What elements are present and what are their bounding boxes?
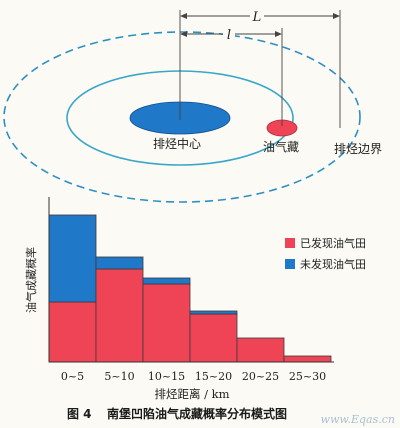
dimension-l-label-bg bbox=[223, 25, 235, 41]
x-tick-label-4: 20~25 bbox=[242, 370, 279, 383]
bar-discovered-4 bbox=[236, 337, 285, 363]
y-axis-label: 油气成藏概率 bbox=[24, 247, 38, 313]
dimension-L-left-arrow bbox=[180, 13, 187, 19]
caption-title: 南堡凹陷油气成藏概率分布模式图 bbox=[107, 406, 287, 421]
legend-swatch-discovered bbox=[285, 238, 295, 248]
x-tick-labels: 0~5 5~10 10~15 15~20 20~25 25~30 bbox=[61, 370, 326, 383]
legend: 已发现油气田 未发现油气田 bbox=[285, 236, 366, 271]
x-tick-label-0: 0~5 bbox=[61, 370, 84, 383]
dimension-l-label: l bbox=[227, 28, 231, 43]
bar-undiscovered-1 bbox=[95, 256, 144, 270]
hydrocarbon-expulsion-diagram: L l 排烃中心 油气藏 排烃边界 bbox=[3, 7, 382, 203]
x-axis-label: 排烃距离 / km bbox=[154, 387, 229, 401]
bar-discovered-1 bbox=[95, 268, 144, 363]
caption-figure-number: 图 4 bbox=[67, 407, 92, 421]
legend-label-undiscovered: 未发现油气田 bbox=[300, 257, 366, 271]
probability-histogram: 0~5 5~10 10~15 15~20 20~25 25~30 油气成藏概率 排烃距离 … bbox=[24, 197, 366, 401]
x-tick-label-1: 5~10 bbox=[104, 370, 134, 383]
bar-discovered-3 bbox=[189, 313, 238, 363]
figure-caption: 图 4 南堡凹陷油气成藏概率分布模式图 bbox=[67, 406, 287, 421]
dimension-L-right-arrow bbox=[333, 13, 340, 19]
expulsion-center-label: 排烃中心 bbox=[153, 136, 201, 151]
reservoir-label: 油气藏 bbox=[263, 139, 299, 154]
dimension-l-right-arrow bbox=[275, 31, 282, 37]
bar-undiscovered-2 bbox=[142, 277, 191, 285]
bar-undiscovered-0 bbox=[48, 214, 97, 303]
watermark: www.Eqas.cn bbox=[321, 413, 395, 426]
legend-swatch-undiscovered bbox=[285, 259, 295, 269]
x-tick-label-5: 25~30 bbox=[289, 370, 326, 383]
x-tick-label-2: 10~15 bbox=[148, 370, 185, 383]
histogram-bars bbox=[48, 214, 332, 363]
expulsion-boundary-ellipse bbox=[3, 31, 361, 203]
bar-discovered-0 bbox=[48, 301, 97, 363]
expulsion-boundary-label: 排烃边界 bbox=[334, 142, 382, 156]
legend-label-discovered: 已发现油气田 bbox=[300, 236, 366, 250]
dimension-L-label: L bbox=[252, 10, 262, 25]
dimension-L-label-bg bbox=[250, 7, 264, 23]
bar-undiscovered-3 bbox=[189, 310, 238, 315]
bar-discovered-5 bbox=[283, 355, 332, 363]
bar-discovered-2 bbox=[142, 283, 191, 363]
dimension-l-left-arrow bbox=[180, 31, 187, 37]
x-tick-label-3: 15~20 bbox=[195, 370, 232, 383]
